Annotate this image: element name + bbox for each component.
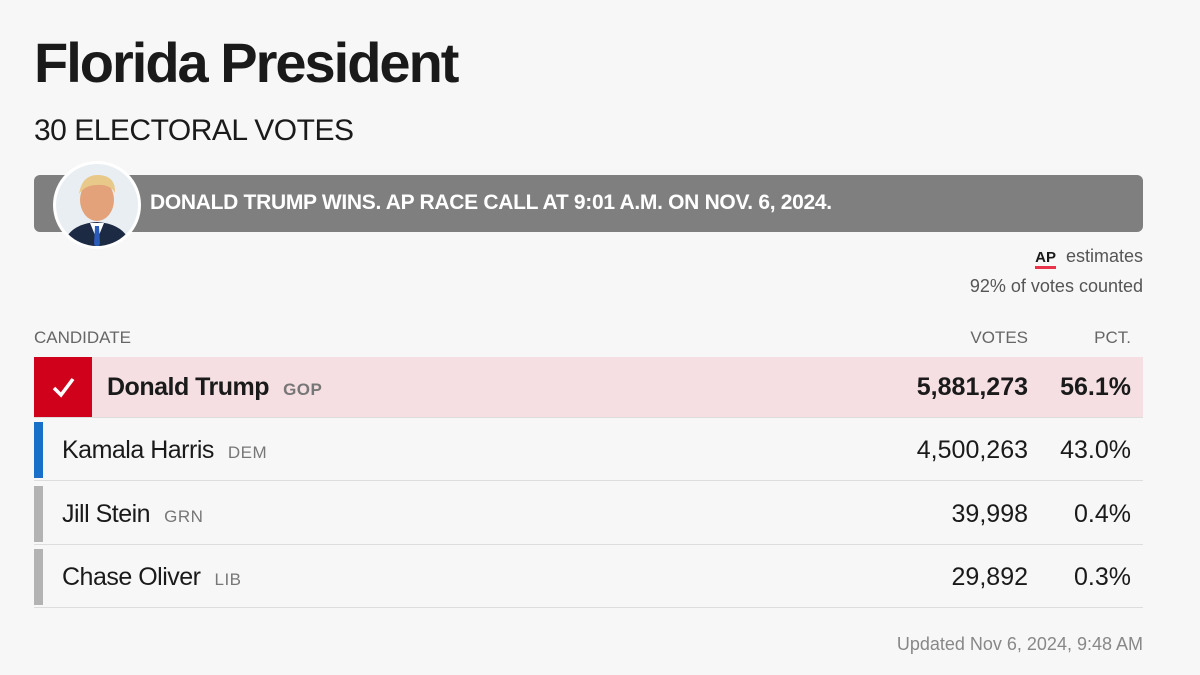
candidate-row: Donald Trump GOP 5,881,273 56.1% — [34, 357, 1143, 418]
estimates-label: estimates — [1065, 246, 1143, 266]
percent: 0.3% — [1074, 563, 1131, 591]
votes: 39,998 — [951, 500, 1028, 528]
race-call-banner — [34, 175, 1143, 232]
votes: 5,881,273 — [916, 373, 1028, 401]
race-call-text: DONALD TRUMP WINS. AP RACE CALL AT 9:01 … — [150, 191, 832, 214]
party: DEM — [227, 443, 268, 462]
candidate-row: Jill Stein GRN 39,998 0.4% — [34, 484, 1143, 545]
candidate-name: Chase Oliver LIB — [62, 563, 242, 592]
votes: 4,500,263 — [916, 436, 1028, 464]
ap-logo: AP — [1035, 249, 1056, 269]
winner-check — [34, 357, 92, 417]
name: Donald Trump — [107, 373, 270, 401]
name: Chase Oliver — [62, 563, 201, 591]
column-header: PCT. — [1094, 328, 1131, 347]
subtitle: 30 ELECTORAL VOTES — [34, 114, 354, 147]
percent: 56.1% — [1060, 373, 1131, 401]
votes: 29,892 — [951, 563, 1028, 591]
party: LIB — [214, 570, 242, 589]
percent: 0.4% — [1074, 500, 1131, 528]
party-bar — [34, 422, 43, 478]
page-title: Florida President — [34, 31, 459, 94]
candidate-name: Donald Trump GOP — [107, 373, 322, 402]
candidate-name: Kamala Harris DEM — [62, 436, 267, 465]
votes-counted: 92% of votes counted — [969, 276, 1143, 296]
candidate-photo — [53, 161, 141, 249]
name: Kamala Harris — [62, 436, 214, 464]
column-header: VOTES — [970, 328, 1028, 347]
party: GRN — [164, 507, 204, 526]
source-line: AP estimates — [1035, 246, 1143, 269]
updated-time: Updated Nov 6, 2024, 9:48 AM — [896, 634, 1143, 654]
column-header: CANDIDATE — [34, 328, 131, 347]
candidate-name: Jill Stein GRN — [62, 500, 203, 529]
name: Jill Stein — [62, 500, 151, 528]
percent: 43.0% — [1060, 436, 1131, 464]
party-bar — [34, 486, 43, 542]
candidate-row: Chase Oliver LIB 29,892 0.3% — [34, 547, 1143, 608]
candidate-row: Kamala Harris DEM 4,500,263 43.0% — [34, 420, 1143, 481]
party: GOP — [283, 380, 323, 399]
party-bar — [34, 549, 43, 605]
